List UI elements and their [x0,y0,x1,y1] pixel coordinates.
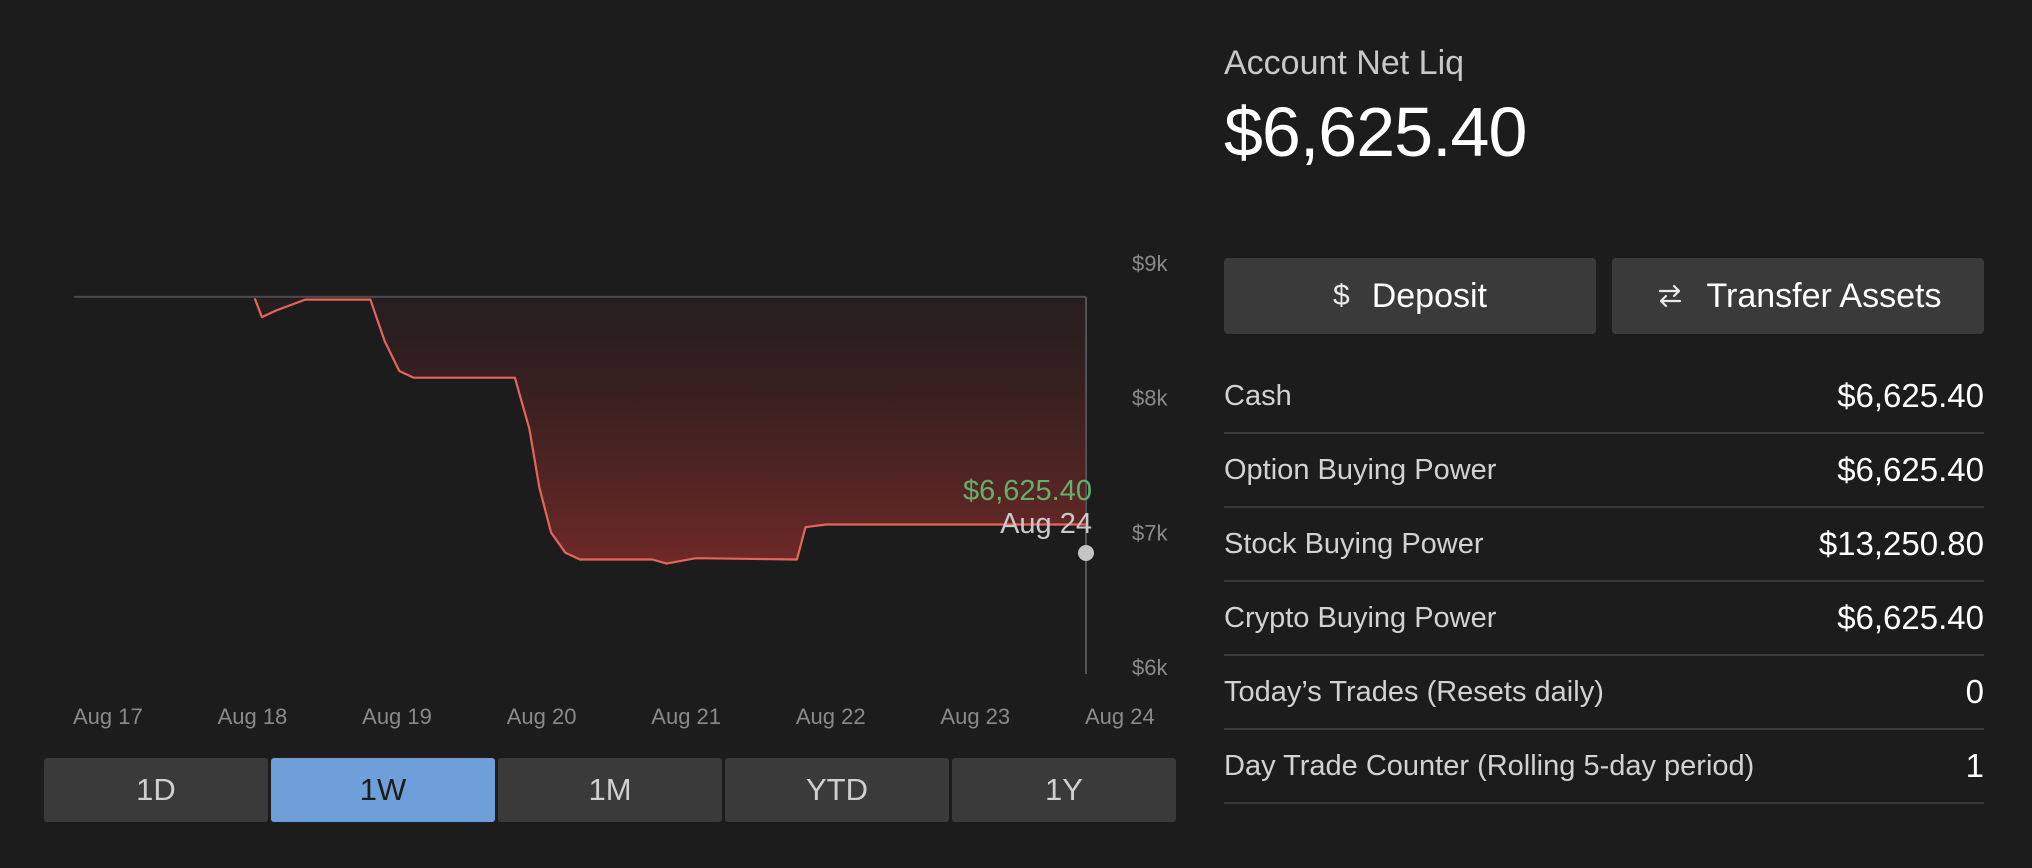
stat-row-todays-trades: Today’s Trades (Resets daily) 0 [1224,656,1984,730]
deposit-label: Deposit [1371,276,1487,315]
stat-label: Stock Buying Power [1224,527,1484,560]
x-tick-label: Aug 21 [651,704,721,729]
stat-label: Day Trade Counter (Rolling 5-day period) [1224,749,1755,782]
series-line [253,297,1086,565]
portfolio-chart[interactable]: $9k $8k $7k $6k Aug 17 Aug 18 Aug 19 Aug 20 Aug … [0,0,1200,760]
stat-value: 0 [1965,673,1984,710]
stat-row-stock-buying-power: Stock Buying Power $13,250.80 [1224,508,1984,582]
x-tick-label: Aug 17 [73,704,143,729]
range-1w-button[interactable]: 1W [271,758,495,822]
stat-row-crypto-buying-power: Crypto Buying Power $6,625.40 [1224,582,1984,656]
y-tick-label: $8k [1132,386,1168,411]
transfer-assets-button[interactable]: Transfer Assets [1612,258,1984,334]
stat-label: Crypto Buying Power [1224,601,1497,634]
stat-value: $6,625.40 [1837,599,1984,636]
net-liq-label: Account Net Liq [1224,44,1465,82]
x-tick-label: Aug 18 [218,704,288,729]
x-tick-label: Aug 19 [362,704,432,729]
y-tick-label: $7k [1132,520,1168,545]
y-tick-label: $6k [1132,655,1168,680]
tooltip-value: $6,625.40 [963,475,1092,507]
account-stats: Cash $6,625.40 Option Buying Power $6,62… [1224,360,1984,804]
stat-row-day-trade-counter: Day Trade Counter (Rolling 5-day period)… [1224,730,1984,804]
range-1y-button[interactable]: 1Y [952,758,1176,822]
loss-area [254,296,1086,564]
transfer-assets-label: Transfer Assets [1706,276,1942,315]
range-selector: 1D 1W 1M YTD 1Y [44,758,1176,822]
stat-label: Cash [1224,379,1292,412]
stat-value: $13,250.80 [1818,525,1984,562]
stat-value: $6,625.40 [1837,451,1984,488]
stat-row-option-buying-power: Option Buying Power $6,625.40 [1224,434,1984,508]
swap-arrows-icon [1655,281,1685,311]
y-tick-label: $9k [1132,251,1168,276]
net-liq-value: $6,625.40 [1224,93,1527,171]
range-ytd-button[interactable]: YTD [725,758,949,822]
stat-label: Option Buying Power [1224,453,1497,486]
x-tick-label: Aug 24 [1085,704,1155,729]
stat-value: $6,625.40 [1837,377,1984,414]
stat-value: 1 [1965,747,1984,784]
x-tick-label: Aug 20 [507,704,577,729]
range-1m-button[interactable]: 1M [498,758,722,822]
stat-row-cash: Cash $6,625.40 [1224,360,1984,434]
x-tick-label: Aug 23 [940,704,1010,729]
range-1d-button[interactable]: 1D [44,758,268,822]
dollar-icon: $ [1333,279,1350,312]
x-tick-label: Aug 22 [796,704,866,729]
account-actions: $ Deposit Transfer Assets [1224,258,1984,334]
deposit-button[interactable]: $ Deposit [1224,258,1596,334]
tooltip-date: Aug 24 [1000,508,1092,540]
stat-label: Today’s Trades (Resets daily) [1224,675,1604,708]
hover-point [1078,545,1094,561]
